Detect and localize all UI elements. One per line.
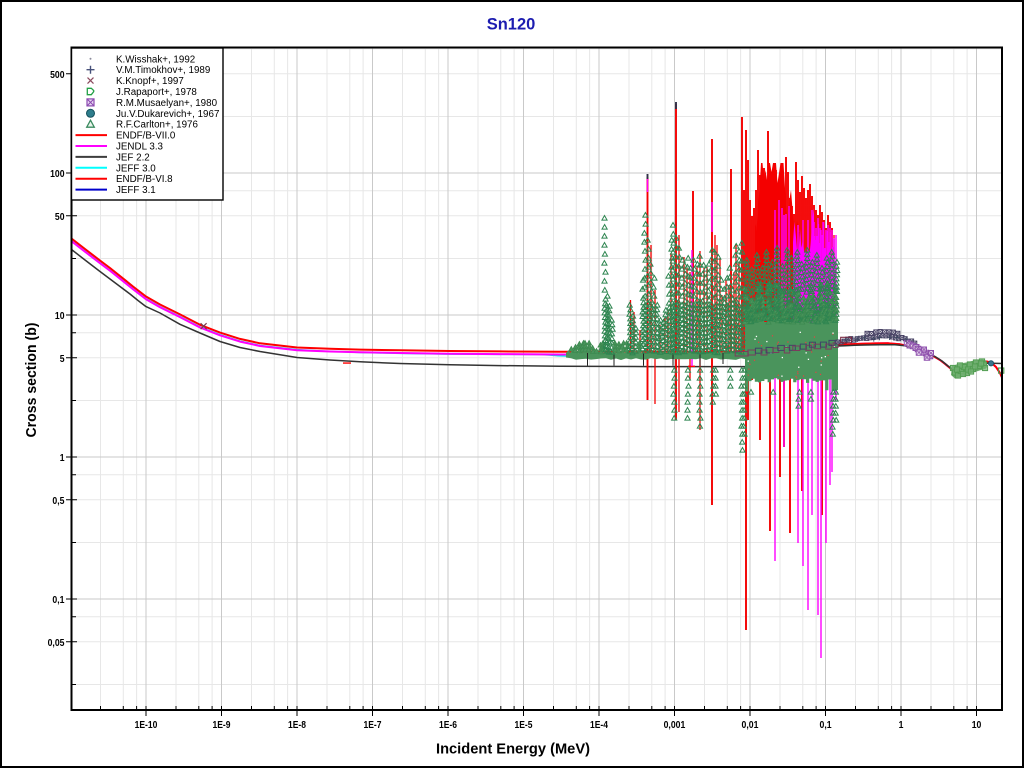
svg-text:5: 5	[60, 354, 65, 365]
svg-text:50: 50	[55, 212, 65, 223]
svg-text:0,1: 0,1	[820, 720, 832, 731]
svg-text:Incident Energy (MeV): Incident Energy (MeV)	[436, 741, 590, 758]
svg-text:0,01: 0,01	[742, 720, 759, 731]
svg-text:1E-10: 1E-10	[135, 720, 158, 731]
svg-text:ENDF/B-VI.8: ENDF/B-VI.8	[116, 174, 173, 185]
svg-text:Cross section (b): Cross section (b)	[24, 322, 40, 437]
svg-text:0,001: 0,001	[664, 720, 686, 731]
svg-text:JENDL 3.3: JENDL 3.3	[116, 142, 164, 153]
svg-text:R.M.Musaelyan+, 1980: R.M.Musaelyan+, 1980	[116, 98, 218, 109]
svg-text:JEFF 3.1: JEFF 3.1	[116, 185, 156, 196]
svg-text:Sn120: Sn120	[487, 16, 536, 34]
svg-text:Ju.V.Dukarevich+, 1967: Ju.V.Dukarevich+, 1967	[116, 109, 219, 120]
svg-text:500: 500	[50, 70, 65, 81]
svg-text:100: 100	[50, 169, 65, 180]
svg-text:10: 10	[55, 311, 65, 322]
svg-text:1E-4: 1E-4	[590, 720, 608, 731]
svg-text:R.F.Carlton+, 1976: R.F.Carlton+, 1976	[116, 120, 199, 131]
svg-text:JEF 2.2: JEF 2.2	[116, 152, 150, 163]
svg-text:1: 1	[60, 453, 65, 464]
svg-text:1E-8: 1E-8	[288, 720, 306, 731]
svg-text:1E-6: 1E-6	[439, 720, 457, 731]
svg-text:J.Rapaport+, 1978: J.Rapaport+, 1978	[116, 87, 197, 98]
svg-text:0,05: 0,05	[48, 638, 65, 649]
svg-text:JEFF 3.0: JEFF 3.0	[116, 163, 156, 174]
svg-text:1: 1	[899, 720, 904, 731]
svg-text:K.Knopf+, 1997: K.Knopf+, 1997	[116, 76, 184, 87]
svg-text:1E-5: 1E-5	[515, 720, 533, 731]
svg-text:V.M.Timokhov+, 1989: V.M.Timokhov+, 1989	[116, 65, 210, 76]
svg-text:ENDF/B-VII.0: ENDF/B-VII.0	[116, 131, 176, 142]
svg-text:0,1: 0,1	[52, 595, 64, 606]
svg-text:1E-7: 1E-7	[364, 720, 382, 731]
svg-text:0,5: 0,5	[52, 496, 64, 507]
svg-text:10: 10	[972, 720, 982, 731]
svg-text:K.Wisshak+, 1992: K.Wisshak+, 1992	[116, 54, 195, 65]
svg-text:1E-9: 1E-9	[213, 720, 231, 731]
